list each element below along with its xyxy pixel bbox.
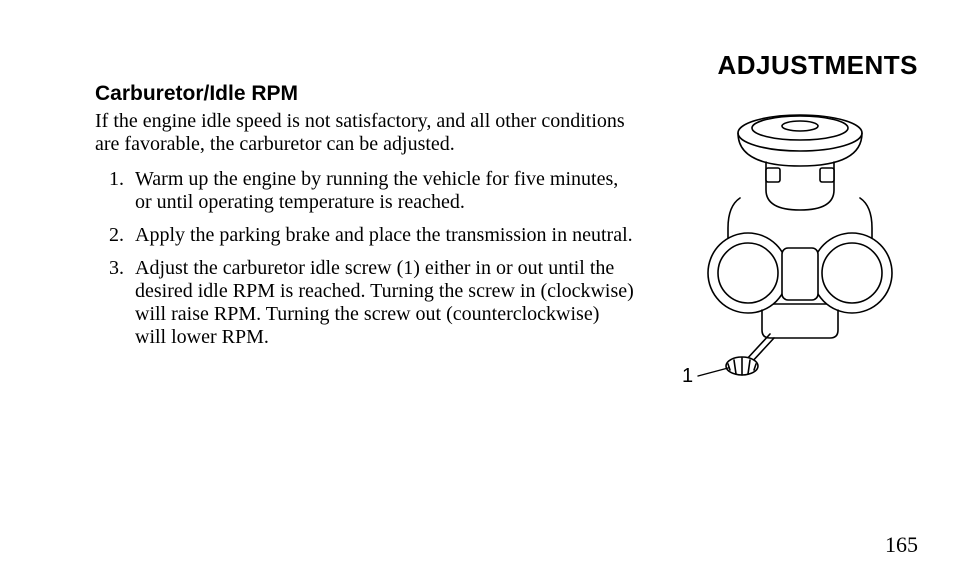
- steps-list: Warm up the engine by running the vehicl…: [95, 168, 635, 349]
- step-item: Adjust the carburetor idle screw (1) eit…: [129, 257, 635, 349]
- carburetor-figure: 1: [670, 98, 910, 398]
- content-column: Carburetor/Idle RPM If the engine idle s…: [95, 82, 635, 359]
- figure-callout-1: 1: [682, 365, 693, 387]
- step-item: Apply the parking brake and place the tr…: [129, 224, 635, 247]
- section-title: Carburetor/Idle RPM: [95, 82, 635, 106]
- page-number: 165: [885, 532, 918, 558]
- chapter-title: ADJUSTMENTS: [717, 50, 918, 81]
- intro-paragraph: If the engine idle speed is not satisfac…: [95, 110, 635, 156]
- carburetor-illustration: 1: [670, 98, 910, 398]
- step-item: Warm up the engine by running the vehicl…: [129, 168, 635, 214]
- manual-page: ADJUSTMENTS Carburetor/Idle RPM If the e…: [0, 0, 954, 588]
